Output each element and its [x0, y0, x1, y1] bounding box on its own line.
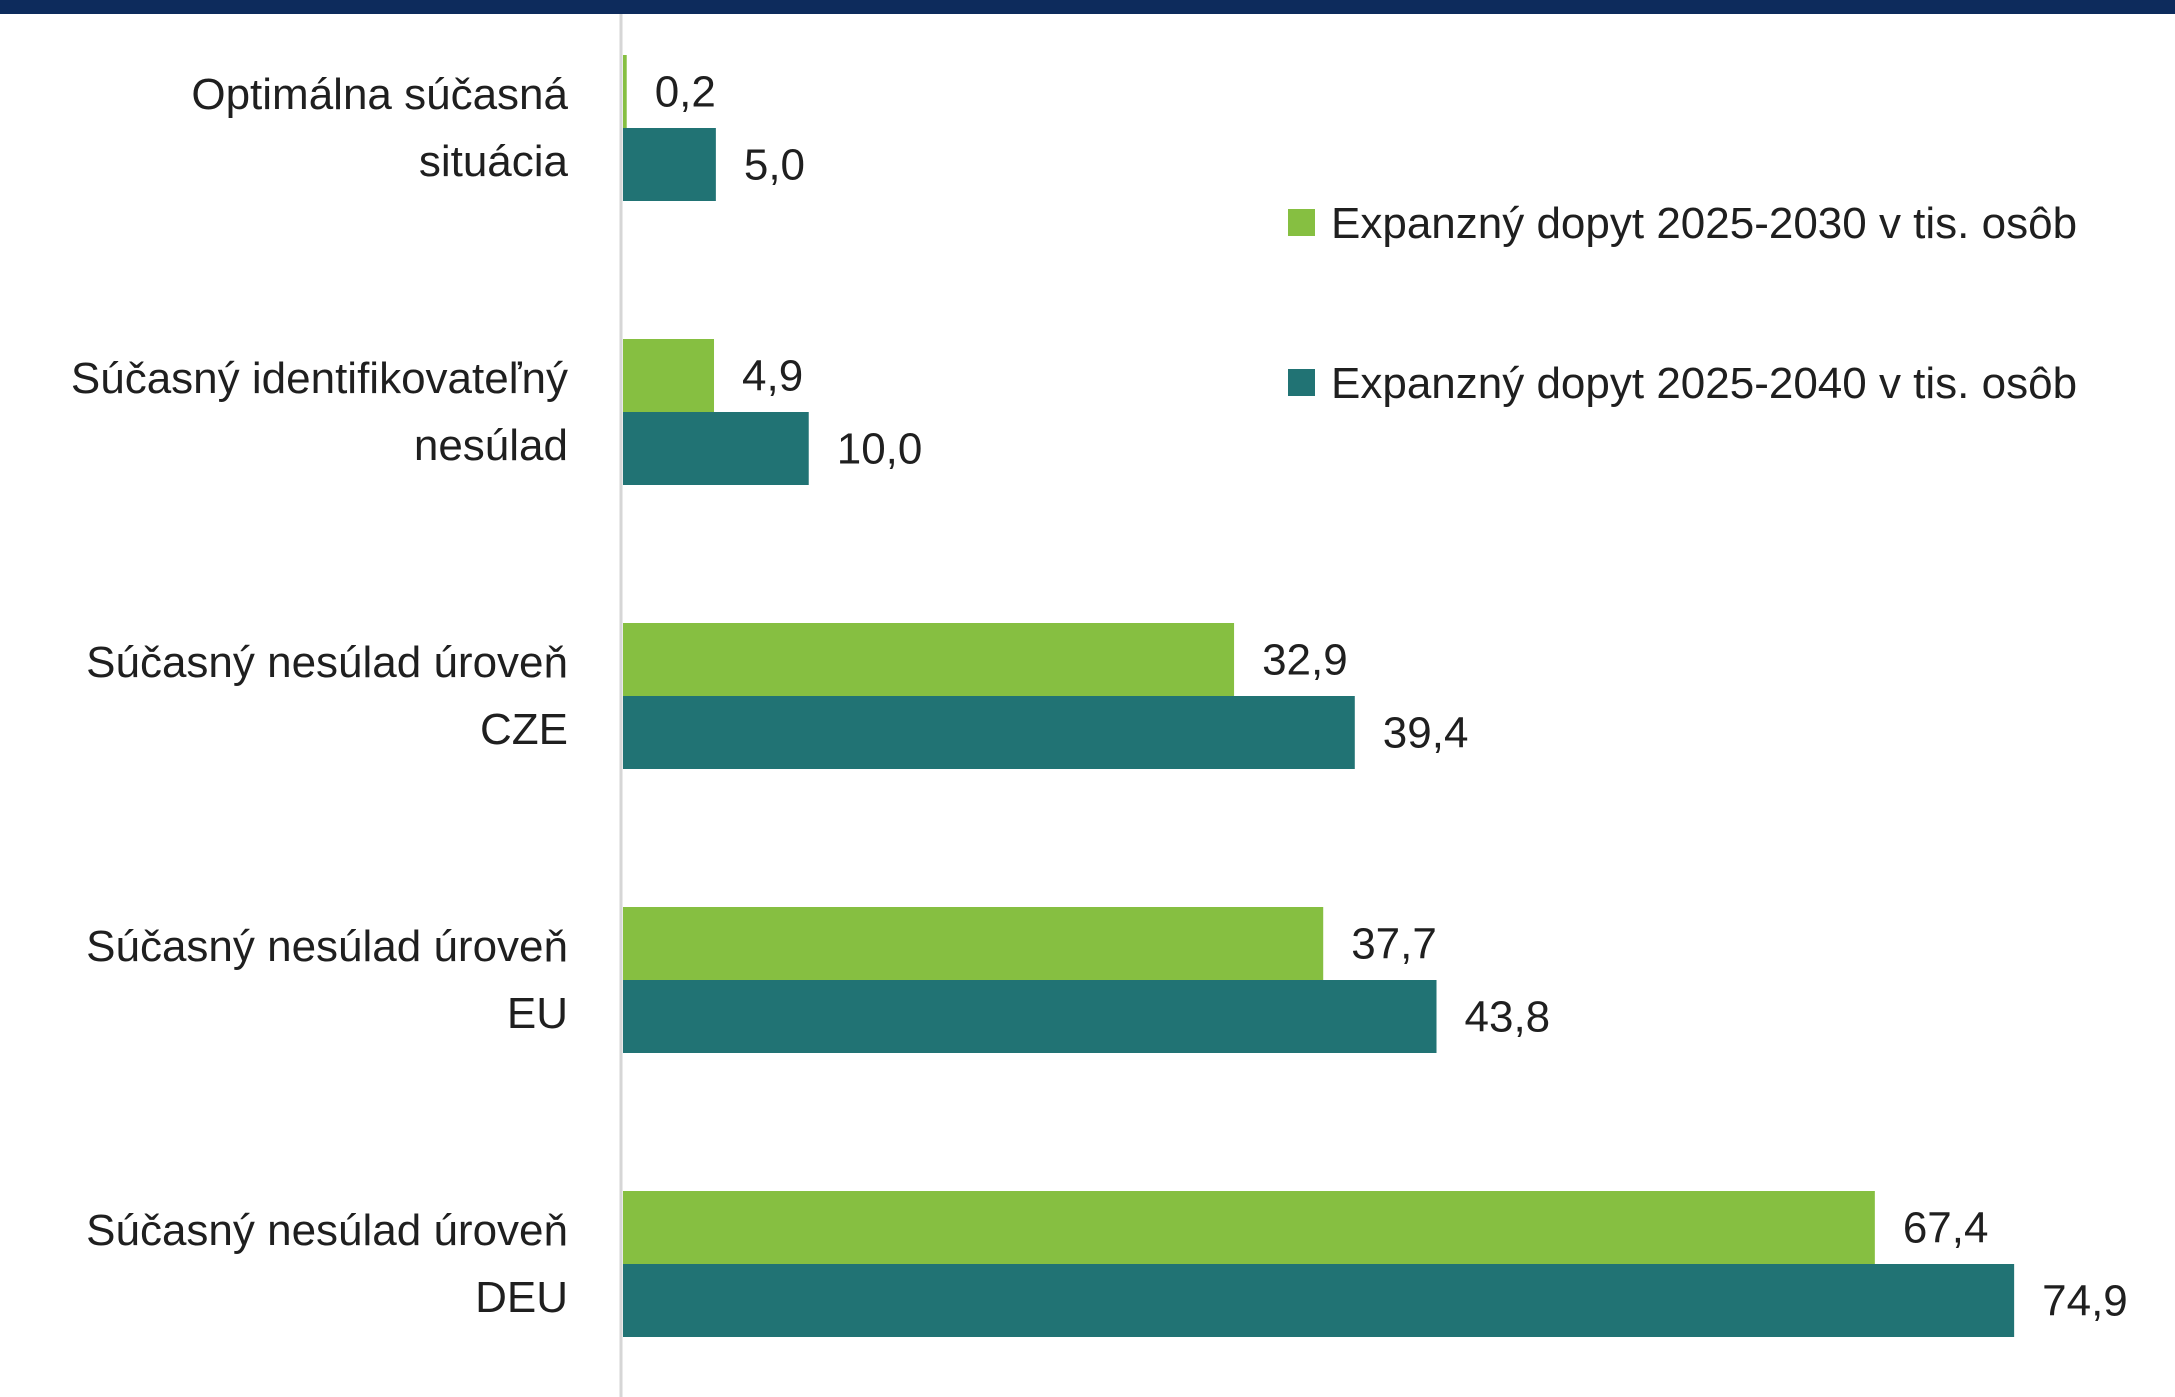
bar-series-2030	[623, 55, 627, 128]
bar-series-2040	[623, 696, 1355, 769]
category-label-line: Súčasný nesúlad úroveň	[86, 922, 568, 971]
category-label: Súčasný nesúlad úroveň DEU	[86, 1206, 568, 1322]
bar-series-2040	[623, 128, 716, 201]
data-label: 5,0	[744, 141, 805, 190]
bar-series-2040	[623, 1264, 2015, 1337]
bar-series-2030	[623, 623, 1235, 696]
category-label-line: EU	[507, 989, 568, 1038]
category-label: Súčasný nesúlad úroveň EU	[86, 922, 568, 1038]
category-label: Súčasný nesúlad úroveň CZE	[86, 638, 568, 754]
category-label-line: Súčasný identifikovateľný	[71, 354, 568, 403]
legend-swatch	[1288, 209, 1315, 236]
header-bar	[0, 0, 2175, 14]
data-label: 4,9	[742, 352, 803, 401]
category-label-line: DEU	[475, 1273, 568, 1322]
category-label-line: situácia	[419, 137, 569, 186]
data-label: 0,2	[655, 68, 716, 117]
bar-series-2030	[623, 907, 1324, 980]
data-label: 39,4	[1383, 709, 1469, 758]
category-label: Súčasný identifikovateľný nesúlad	[71, 354, 568, 470]
category-label-line: Optimálna súčasná	[191, 70, 568, 119]
category-label-line: nesúlad	[414, 421, 568, 470]
bar-series-2030	[623, 1191, 1875, 1264]
category-label-line: CZE	[480, 705, 568, 754]
bar-series-2030	[623, 339, 715, 412]
data-label: 32,9	[1262, 636, 1348, 685]
bar-series-2040	[623, 980, 1437, 1053]
data-label: 10,0	[837, 425, 923, 474]
legend-swatch	[1288, 369, 1315, 396]
legend-label: Expanzný dopyt 2025-2040 v tis. osôb	[1331, 359, 2077, 408]
category-label-line: Súčasný nesúlad úroveň	[86, 638, 568, 687]
data-label: 67,4	[1903, 1204, 1989, 1253]
legend-label: Expanzný dopyt 2025-2030 v tis. osôb	[1331, 199, 2077, 248]
category-label: Optimálna súčasná situácia	[191, 70, 568, 186]
data-label: 43,8	[1465, 993, 1551, 1042]
bar-series-2040	[623, 412, 809, 485]
data-label: 74,9	[2042, 1277, 2128, 1326]
category-label-line: Súčasný nesúlad úroveň	[86, 1206, 568, 1255]
data-label: 37,7	[1351, 920, 1437, 969]
